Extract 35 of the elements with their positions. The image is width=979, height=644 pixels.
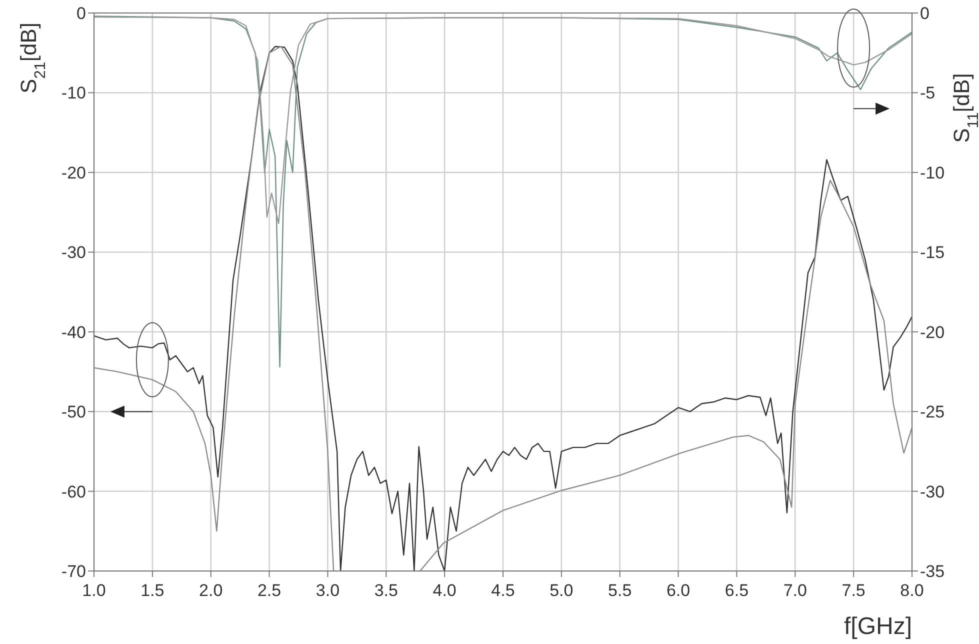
y2-tick-label: -30: [920, 482, 945, 502]
y-tick-label: -70: [61, 562, 86, 581]
y-tick-label: 0: [76, 4, 86, 23]
line-series: [93, 46, 334, 572]
y2-tick-label: -5: [920, 84, 936, 103]
y-tick-label: -50: [61, 402, 86, 422]
y2-tick-label: -20: [920, 322, 945, 342]
y-tick-label: -10: [61, 84, 86, 103]
x-tick-label: 1.0: [82, 581, 106, 600]
x-tick-label: 3.0: [316, 581, 340, 600]
y2-tick-label: -25: [920, 402, 945, 422]
y2-tick-label: -15: [920, 243, 945, 262]
x-axis-title: f[GHz]: [844, 613, 912, 640]
y2-tick-label: -35: [920, 562, 945, 581]
y-tick-label: -60: [61, 482, 86, 502]
y-tick-label: -40: [61, 322, 86, 342]
x-tick-label: 2.0: [199, 581, 223, 600]
x-tick-label: 6.5: [724, 581, 749, 600]
x-tick-label: 1.5: [140, 581, 164, 600]
x-tick-label: 5.0: [550, 581, 574, 600]
y2-tick-label: 0: [920, 4, 930, 23]
x-tick-label: 7.0: [783, 581, 807, 600]
x-tick-label: 6.0: [666, 581, 690, 600]
x-tick-label: 8.0: [900, 581, 924, 600]
y2-tick-label: -10: [920, 163, 945, 182]
x-tick-label: 3.5: [374, 581, 398, 600]
x-tick-label: 5.5: [608, 581, 632, 600]
line-series: [419, 180, 913, 572]
x-tick-label: 7.5: [842, 581, 866, 600]
y-tick-label: -30: [61, 243, 86, 262]
line-series: [93, 16, 913, 224]
x-tick-label: 4.5: [491, 581, 515, 600]
x-tick-label: 4.0: [432, 581, 456, 600]
y-tick-label: -20: [61, 163, 86, 182]
x-tick-label: 2.5: [257, 581, 282, 600]
